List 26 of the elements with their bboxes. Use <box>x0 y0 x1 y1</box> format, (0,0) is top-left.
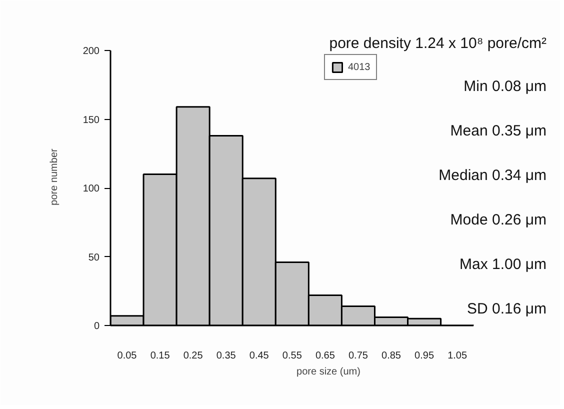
annotation: Mode 0.26 μm <box>450 211 547 228</box>
annotation: Max 1.00 μm <box>459 256 547 273</box>
annotation: Min 0.08 μm <box>464 78 547 95</box>
y-axis-title: pore number <box>48 148 60 206</box>
x-tick-label: 0.25 <box>183 350 204 362</box>
annotation: SD 0.16 μm <box>466 300 547 318</box>
y-tick-label: 200 <box>82 46 100 57</box>
x-axis-title: pore size (um) <box>296 366 360 378</box>
x-tick-label: 0.65 <box>315 350 336 362</box>
x-tick-label: 0.75 <box>348 350 368 362</box>
y-tick-label: 150 <box>82 114 100 126</box>
legend-label: 4013 <box>348 62 370 72</box>
y-tick-label: 50 <box>88 252 100 264</box>
y-tick-label: 0 <box>94 321 100 332</box>
y-tick-label: 100 <box>82 184 100 194</box>
x-tick-label: 0.95 <box>414 350 434 362</box>
x-tick-label: 0.15 <box>150 350 170 362</box>
annotation: pore density 1.24 x 10⁸ pore/cm² <box>329 35 547 52</box>
x-tick-label: 0.55 <box>282 350 302 362</box>
annotation: Median 0.34 μm <box>438 166 547 184</box>
x-tick-label: 0.45 <box>249 350 270 362</box>
x-tick-label: 0.05 <box>117 350 138 362</box>
x-tick-label: 0.85 <box>382 350 402 362</box>
annotation: Mean 0.35 μm <box>450 122 547 140</box>
x-tick-label: 0.35 <box>216 350 236 362</box>
x-tick-label: 1.05 <box>448 350 468 362</box>
